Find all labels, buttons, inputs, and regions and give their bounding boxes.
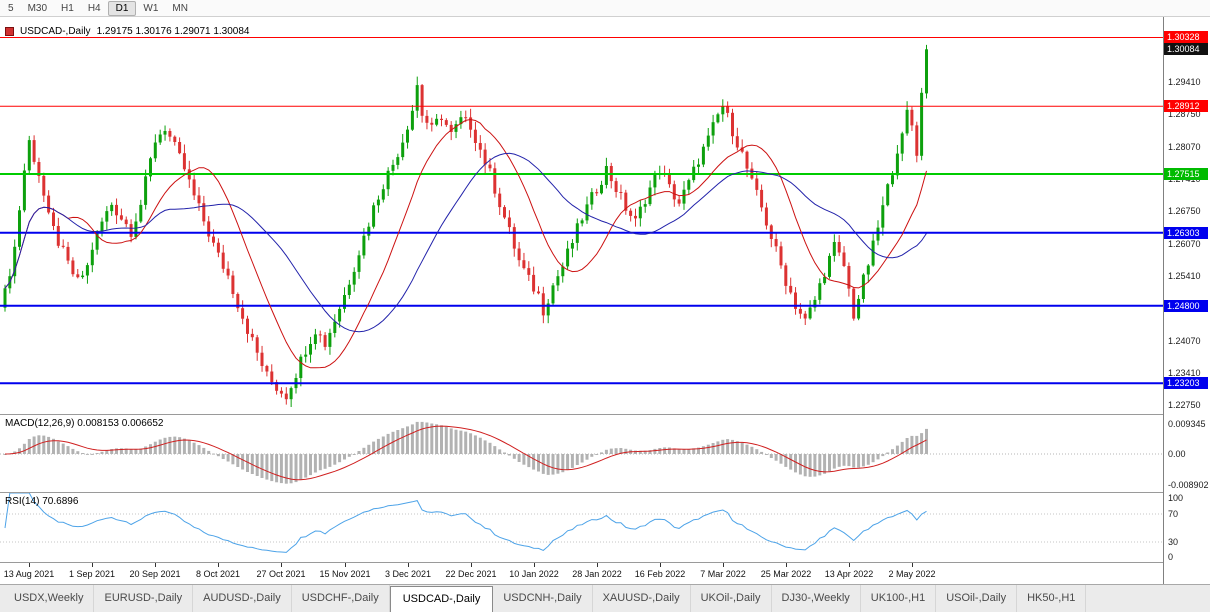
date-axis: 13 Aug 2021 1 Sep 2021 20 Sep 2021 8 Oct 20…	[0, 563, 1163, 584]
price-axis-label: 1.24070	[1168, 336, 1201, 346]
date-label: 15 Nov 2021	[319, 569, 371, 579]
ma-slow-line	[4, 152, 927, 333]
chart-title: USDCAD-,Daily 1.29175 1.30176 1.29071 1.…	[5, 26, 250, 37]
price-level-badge: 1.23203	[1164, 377, 1208, 389]
tab-usdcnh-daily[interactable]: USDCNH-,Daily	[493, 585, 593, 612]
tab-xauusd-daily[interactable]: XAUUSD-,Daily	[593, 585, 691, 612]
chart-ohlc-values: 1.29175 1.30176 1.29071 1.30084	[96, 26, 250, 37]
macd-axis-label: -0.008902	[1168, 480, 1209, 490]
date-label: 20 Sep 2021	[129, 569, 181, 579]
timeframe-toolbar: 5 M30 H1 H4 D1 W1 MN	[0, 0, 1210, 17]
candlestick-chart[interactable]	[0, 17, 1163, 415]
date-tick	[786, 563, 787, 567]
price-level-badge: 1.30084	[1164, 43, 1208, 55]
date-label: 8 Oct 2021	[195, 569, 241, 579]
date-label: 1 Sep 2021	[68, 569, 116, 579]
tab-hk50-h1[interactable]: HK50-,H1	[1017, 585, 1087, 612]
date-tick	[912, 563, 913, 567]
price-axis-label: 1.29410	[1168, 77, 1201, 87]
date-tick	[345, 563, 346, 567]
date-tick	[849, 563, 850, 567]
rsi-pane: RSI(14) 70.6896	[0, 493, 1163, 563]
date-label: 16 Feb 2022	[634, 569, 686, 579]
timeframe-button-d1[interactable]: D1	[107, 0, 137, 16]
date-tick	[281, 563, 282, 567]
timeframe-button-5[interactable]: 5	[8, 2, 14, 14]
macd-pane: MACD(12,26,9) 0.008153 0.006652	[0, 415, 1163, 493]
price-level-badge: 1.26303	[1164, 227, 1208, 239]
chart-symbol-label: USDCAD-,Daily	[20, 26, 91, 37]
price-axis-label: 1.22750	[1168, 400, 1201, 410]
tab-eurusd-daily[interactable]: EURUSD-,Daily	[94, 585, 194, 612]
timeframe-button-w1[interactable]: W1	[143, 2, 159, 14]
symbol-tabbar: USDX,Weekly EURUSD-,Daily AUDUSD-,Daily USD…	[0, 584, 1210, 612]
timeframe-button-mn[interactable]: MN	[172, 2, 188, 14]
main-chart-pane: USDCAD-,Daily 1.29175 1.30176 1.29071 1.…	[0, 17, 1163, 415]
date-label: 22 Dec 2021	[445, 569, 497, 579]
date-tick	[29, 563, 30, 567]
tab-usdchf-daily[interactable]: USDCHF-,Daily	[292, 585, 390, 612]
date-tick	[534, 563, 535, 567]
tab-uk100-h1[interactable]: UK100-,H1	[861, 585, 937, 612]
rsi-axis-label: 70	[1168, 509, 1179, 519]
tab-usoil-daily[interactable]: USOil-,Daily	[936, 585, 1018, 612]
date-label: 10 Jan 2022	[509, 569, 559, 579]
date-label: 13 Apr 2022	[824, 569, 874, 579]
tab-usdcad-daily[interactable]: USDCAD-,Daily	[389, 586, 494, 612]
timeframe-button-m30[interactable]: M30	[27, 2, 48, 14]
price-axis-label: 1.28070	[1168, 142, 1201, 152]
tab-usdx-weekly[interactable]: USDX,Weekly	[4, 585, 95, 612]
macd-axis-label: 0.00	[1168, 449, 1186, 459]
price-level-badge: 1.28912	[1164, 100, 1208, 112]
price-axis-label: 1.28750	[1168, 109, 1201, 119]
price-axis-label: 1.23410	[1168, 368, 1201, 378]
candles-layer	[3, 44, 928, 407]
price-level-badge: 1.24800	[1164, 300, 1208, 312]
tab-dj30-weekly[interactable]: DJ30-,Weekly	[772, 585, 861, 612]
chart-window-icon	[5, 27, 14, 36]
rsi-axis-label: 0	[1168, 552, 1174, 562]
rsi-indicator-chart[interactable]	[0, 493, 1163, 563]
price-axis-label: 1.26750	[1168, 206, 1201, 216]
timeframe-button-h1[interactable]: H1	[61, 2, 74, 14]
date-tick	[597, 563, 598, 567]
date-tick	[218, 563, 219, 567]
price-axis-label: 1.25410	[1168, 271, 1201, 281]
date-tick	[660, 563, 661, 567]
date-label: 27 Oct 2021	[256, 569, 306, 579]
date-label: 3 Dec 2021	[384, 569, 432, 579]
tab-audusd-daily[interactable]: AUDUSD-,Daily	[193, 585, 292, 612]
date-label: 25 Mar 2022	[760, 569, 812, 579]
pane-separator	[0, 562, 1210, 563]
ma-fast-line	[4, 118, 927, 369]
rsi-line	[4, 493, 927, 553]
pane-separator	[0, 492, 1210, 493]
price-axis-label: 1.26070	[1168, 239, 1201, 249]
macd-histogram	[3, 421, 928, 484]
tab-ukoil-daily[interactable]: UKOil-,Daily	[691, 585, 772, 612]
macd-axis-label: 0.009345	[1168, 419, 1206, 429]
price-level-badge: 1.27515	[1164, 168, 1208, 180]
date-tick	[92, 563, 93, 567]
date-tick	[723, 563, 724, 567]
macd-indicator-chart[interactable]	[0, 415, 1163, 493]
date-label: 28 Jan 2022	[572, 569, 622, 579]
date-tick	[155, 563, 156, 567]
timeframe-button-h4[interactable]: H4	[87, 2, 101, 14]
price-axis: 1.294101.287501.280701.274101.267501.260…	[1163, 17, 1210, 584]
date-label: 7 Mar 2022	[700, 569, 746, 579]
pane-separator	[0, 414, 1210, 415]
rsi-label: RSI(14) 70.6896	[5, 496, 79, 507]
macd-label: MACD(12,26,9) 0.008153 0.006652	[5, 418, 164, 429]
date-label: 2 May 2022	[888, 569, 936, 579]
rsi-axis-label: 30	[1168, 537, 1179, 547]
date-label: 13 Aug 2021	[3, 569, 55, 579]
price-level-badge: 1.30328	[1164, 31, 1208, 43]
rsi-axis-label: 100	[1168, 493, 1184, 503]
date-tick	[471, 563, 472, 567]
date-tick	[408, 563, 409, 567]
macd-signal-line	[4, 425, 927, 481]
